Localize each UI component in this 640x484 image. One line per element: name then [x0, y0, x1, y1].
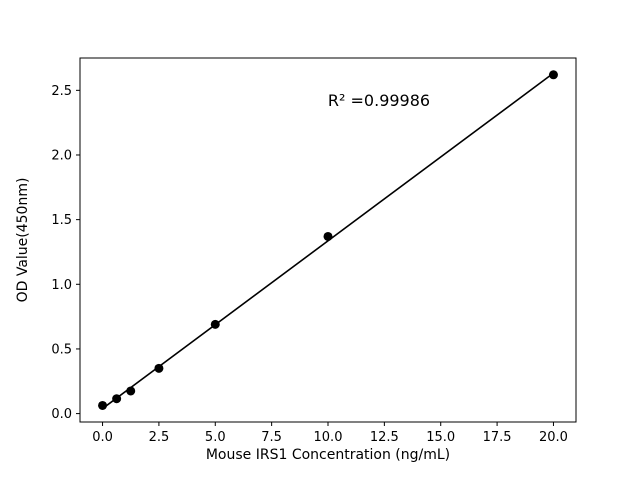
y-tick-label: 0.0: [51, 407, 72, 422]
x-tick-label: 12.5: [370, 430, 399, 445]
data-point: [126, 386, 136, 396]
data-point: [98, 400, 108, 410]
y-tick-label: 1.5: [51, 213, 72, 228]
r-squared-annotation: R² =0.99986: [328, 91, 430, 110]
x-tick-label: 2.5: [149, 430, 170, 445]
y-tick-label: 0.5: [51, 342, 72, 357]
x-tick-label: 17.5: [483, 430, 512, 445]
y-axis-label: OD Value(450nm): [15, 178, 31, 303]
y-tick-label: 2.0: [51, 148, 72, 163]
data-point: [210, 319, 220, 329]
x-tick-label: 10.0: [314, 430, 343, 445]
x-tick-label: 0.0: [92, 430, 113, 445]
data-point: [323, 231, 333, 241]
x-tick-label: 20.0: [539, 430, 568, 445]
data-point: [154, 363, 164, 373]
y-tick-label: 1.0: [51, 278, 72, 293]
x-tick-label: 15.0: [426, 430, 455, 445]
data-point: [548, 70, 558, 80]
data-point: [112, 394, 122, 404]
y-tick-label: 2.5: [51, 84, 72, 99]
x-tick-label: 7.5: [261, 430, 282, 445]
x-axis-label: Mouse IRS1 Concentration (ng/mL): [206, 447, 450, 463]
x-tick-label: 5.0: [205, 430, 226, 445]
